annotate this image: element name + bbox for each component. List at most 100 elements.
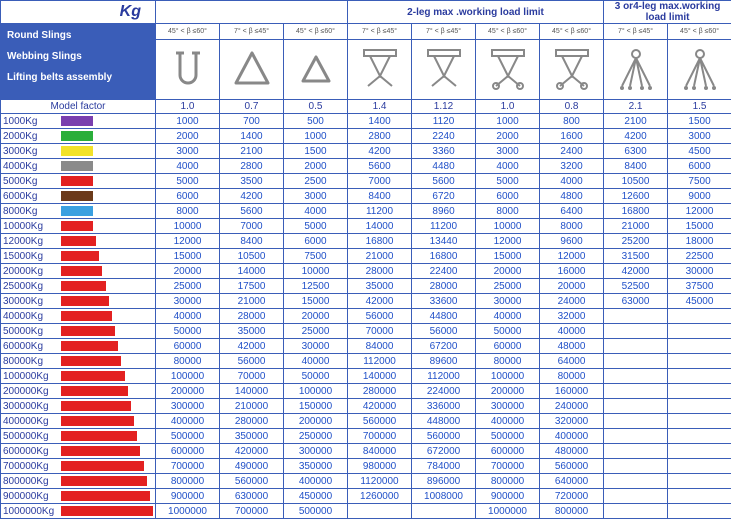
cell-7-5: 10000 — [476, 219, 540, 234]
cell-16-4: 89600 — [412, 354, 476, 369]
row-label-text: 12000Kg — [3, 236, 59, 247]
row-label-text: 2000Kg — [3, 131, 59, 142]
cell-4-0: 5000 — [156, 174, 220, 189]
cell-4-7: 10500 — [604, 174, 668, 189]
cell-3-2: 2000 — [284, 159, 348, 174]
load-bar — [61, 491, 150, 501]
cell-10-3: 28000 — [348, 264, 412, 279]
row-label-text: 3000Kg — [3, 146, 59, 157]
cell-1-1: 1400 — [220, 129, 284, 144]
angle-header-6: 45° < β ≤60° — [540, 24, 604, 40]
sling-icon-0 — [156, 39, 220, 99]
cell-9-8: 22500 — [668, 249, 731, 264]
load-bar — [61, 386, 128, 396]
cell-21-2: 250000 — [284, 429, 348, 444]
cell-0-7: 2100 — [604, 114, 668, 129]
row-label-text: 30000Kg — [3, 296, 59, 307]
cell-19-5: 300000 — [476, 399, 540, 414]
cell-2-5: 3000 — [476, 144, 540, 159]
cell-12-5: 30000 — [476, 294, 540, 309]
row-label-22: 600000Kg — [1, 444, 156, 459]
angle-header-7: 7° < β ≤45° — [604, 24, 668, 40]
cell-23-3: 980000 — [348, 459, 412, 474]
load-bar — [61, 416, 134, 426]
cell-6-0: 8000 — [156, 204, 220, 219]
load-bar — [61, 341, 118, 351]
row-label-text: 900000Kg — [3, 491, 59, 502]
cell-13-8 — [668, 309, 731, 324]
cell-18-0: 200000 — [156, 384, 220, 399]
cell-11-8: 37500 — [668, 279, 731, 294]
cell-19-3: 420000 — [348, 399, 412, 414]
cell-15-1: 42000 — [220, 339, 284, 354]
sling-icon-7 — [604, 39, 668, 99]
cell-0-4: 1120 — [412, 114, 476, 129]
cell-25-8 — [668, 489, 731, 504]
load-bar — [61, 251, 99, 261]
cell-15-4: 67200 — [412, 339, 476, 354]
cell-25-5: 900000 — [476, 489, 540, 504]
cell-24-4: 896000 — [412, 474, 476, 489]
cell-1-0: 2000 — [156, 129, 220, 144]
cell-26-1: 700000 — [220, 504, 284, 519]
cell-2-8: 4500 — [668, 144, 731, 159]
cell-4-1: 3500 — [220, 174, 284, 189]
cell-21-3: 700000 — [348, 429, 412, 444]
row-label-text: 600000Kg — [3, 446, 59, 457]
kg-header: Kg — [1, 1, 156, 24]
load-bar — [61, 236, 96, 246]
cell-16-7 — [604, 354, 668, 369]
cell-18-6: 160000 — [540, 384, 604, 399]
cell-14-4: 56000 — [412, 324, 476, 339]
cell-25-3: 1260000 — [348, 489, 412, 504]
cell-26-0: 1000000 — [156, 504, 220, 519]
load-bar — [61, 296, 109, 306]
cell-3-0: 4000 — [156, 159, 220, 174]
cell-21-5: 500000 — [476, 429, 540, 444]
cell-11-0: 25000 — [156, 279, 220, 294]
cell-23-5: 700000 — [476, 459, 540, 474]
row-label-26: 1000000Kg — [1, 504, 156, 519]
cell-10-2: 10000 — [284, 264, 348, 279]
model-factor-label: Model factor — [1, 100, 156, 114]
row-label-20: 400000Kg — [1, 414, 156, 429]
cell-12-2: 15000 — [284, 294, 348, 309]
color-swatch — [61, 116, 93, 126]
color-swatch — [61, 161, 93, 171]
row-label-0: 1000Kg — [1, 114, 156, 129]
cell-23-6: 560000 — [540, 459, 604, 474]
cell-23-2: 350000 — [284, 459, 348, 474]
sling-icon-3 — [348, 39, 412, 99]
cell-5-7: 12600 — [604, 189, 668, 204]
cell-10-1: 14000 — [220, 264, 284, 279]
row-label-2: 3000Kg — [1, 144, 156, 159]
cell-16-2: 40000 — [284, 354, 348, 369]
cell-9-1: 10500 — [220, 249, 284, 264]
sling-icon-6 — [540, 39, 604, 99]
cell-3-6: 3200 — [540, 159, 604, 174]
cell-12-4: 33600 — [412, 294, 476, 309]
cell-20-1: 280000 — [220, 414, 284, 429]
cell-19-6: 240000 — [540, 399, 604, 414]
cell-24-5: 800000 — [476, 474, 540, 489]
cell-14-3: 70000 — [348, 324, 412, 339]
row-label-9: 15000Kg — [1, 249, 156, 264]
row-label-text: 10000Kg — [3, 221, 59, 232]
row-label-text: 1000000Kg — [3, 506, 59, 517]
cell-12-0: 30000 — [156, 294, 220, 309]
cell-10-5: 20000 — [476, 264, 540, 279]
sling-icon-1 — [220, 39, 284, 99]
cell-12-8: 45000 — [668, 294, 731, 309]
cell-4-5: 5000 — [476, 174, 540, 189]
cell-14-2: 25000 — [284, 324, 348, 339]
cell-9-2: 7500 — [284, 249, 348, 264]
cell-18-3: 280000 — [348, 384, 412, 399]
cell-21-1: 350000 — [220, 429, 284, 444]
cell-15-6: 48000 — [540, 339, 604, 354]
row-label-text: 20000Kg — [3, 266, 59, 277]
cell-19-4: 336000 — [412, 399, 476, 414]
cell-2-4: 3360 — [412, 144, 476, 159]
color-swatch — [61, 206, 93, 216]
side-label-1: Webbing Slings — [7, 51, 149, 62]
cell-13-3: 56000 — [348, 309, 412, 324]
